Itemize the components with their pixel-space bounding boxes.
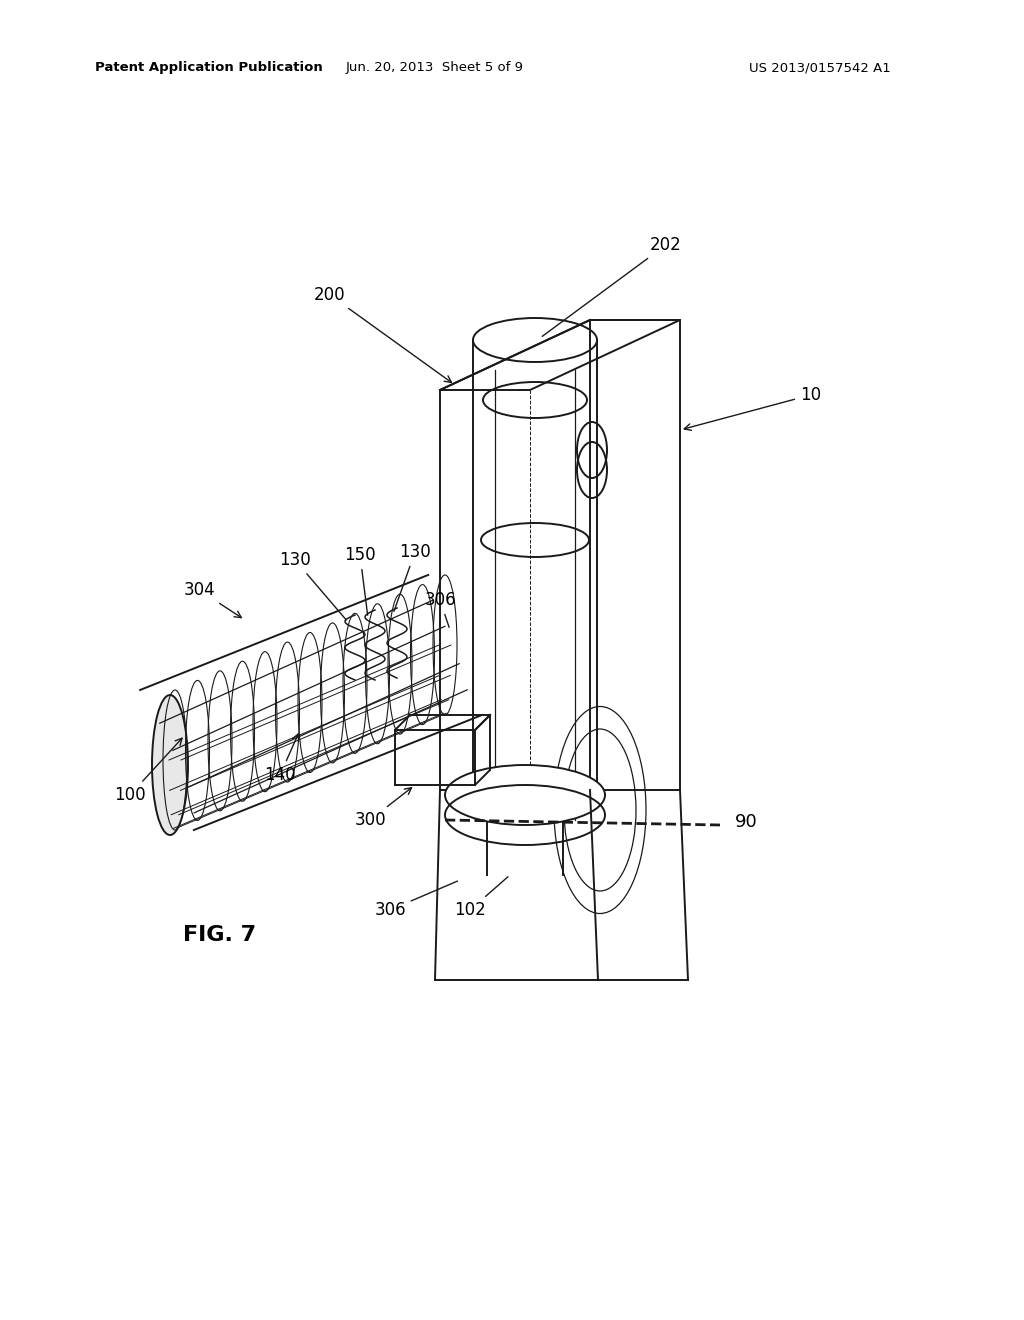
Text: 140: 140 <box>264 734 299 784</box>
Text: US 2013/0157542 A1: US 2013/0157542 A1 <box>750 62 891 74</box>
Text: 10: 10 <box>684 385 821 430</box>
Text: 130: 130 <box>394 543 431 611</box>
Text: 130: 130 <box>280 550 346 620</box>
Ellipse shape <box>445 766 605 825</box>
Text: 304: 304 <box>183 581 242 618</box>
Text: 306: 306 <box>424 591 456 627</box>
Text: Patent Application Publication: Patent Application Publication <box>95 62 323 74</box>
Text: 300: 300 <box>354 788 412 829</box>
Text: 100: 100 <box>115 738 182 804</box>
Text: 202: 202 <box>543 236 682 337</box>
Ellipse shape <box>152 696 188 836</box>
Text: Jun. 20, 2013  Sheet 5 of 9: Jun. 20, 2013 Sheet 5 of 9 <box>346 62 524 74</box>
Text: 90: 90 <box>735 813 758 832</box>
Text: 306: 306 <box>374 880 458 919</box>
Text: FIG. 7: FIG. 7 <box>183 925 257 945</box>
Text: 200: 200 <box>314 286 452 383</box>
Text: 150: 150 <box>344 546 376 615</box>
Text: 102: 102 <box>454 876 508 919</box>
